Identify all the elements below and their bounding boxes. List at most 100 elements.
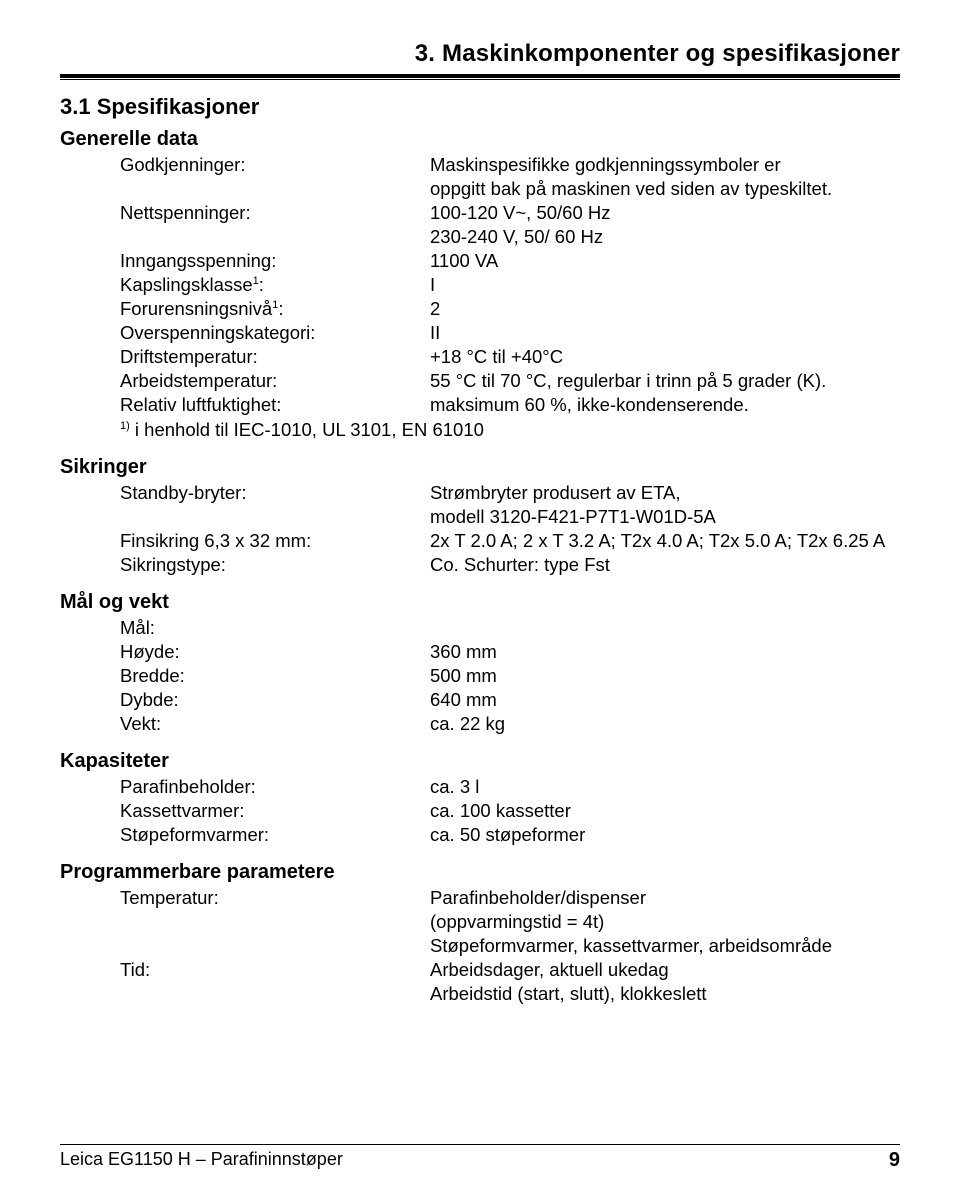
spec-label: Inngangsspenning: bbox=[60, 249, 430, 273]
spec-label bbox=[60, 505, 430, 529]
group-title-capacities: Kapasiteter bbox=[60, 750, 900, 773]
spec-label: Kassettvarmer: bbox=[60, 799, 430, 823]
spec-row: Arbeidstid (start, slutt), klokkeslett bbox=[60, 982, 900, 1006]
group-general: Generelle data Godkjenninger:Maskinspesi… bbox=[60, 128, 900, 442]
spec-label: Sikringstype: bbox=[60, 553, 430, 577]
group-title-dims: Mål og vekt bbox=[60, 591, 900, 614]
section-title: 3.1 Spesifikasjoner bbox=[60, 94, 900, 120]
spec-row: Nettspenninger:100-120 V~, 50/60 Hz bbox=[60, 201, 900, 225]
spec-row: Bredde:500 mm bbox=[60, 664, 900, 688]
spec-row: Kapslingsklasse1:I bbox=[60, 273, 900, 297]
footer-page-number: 9 bbox=[889, 1149, 900, 1172]
spec-row: Godkjenninger:Maskinspesifikke godkjenni… bbox=[60, 153, 900, 177]
spec-row: (oppvarmingstid = 4t) bbox=[60, 910, 900, 934]
spec-row: Parafinbeholder:ca. 3 l bbox=[60, 775, 900, 799]
spec-value: oppgitt bak på maskinen ved siden av typ… bbox=[430, 177, 900, 201]
spec-row: Inngangsspenning:1100 VA bbox=[60, 249, 900, 273]
spec-value: 100-120 V~, 50/60 Hz bbox=[430, 201, 900, 225]
spec-value: maksimum 60 %, ikke-kondenserende. bbox=[430, 393, 900, 417]
spec-value: ca. 50 støpeformer bbox=[430, 823, 900, 847]
group-programmable: Programmerbare parametere Temperatur:Par… bbox=[60, 861, 900, 1006]
spec-value: (oppvarmingstid = 4t) bbox=[430, 910, 900, 934]
spec-row: Forurensningsnivå1:2 bbox=[60, 297, 900, 321]
spec-label: Kapslingsklasse1: bbox=[60, 273, 430, 297]
spec-label bbox=[60, 225, 430, 249]
spec-label: Overspenningskategori: bbox=[60, 321, 430, 345]
spec-value: 360 mm bbox=[430, 640, 900, 664]
rule-thin bbox=[60, 79, 900, 80]
spec-label: Arbeidstemperatur: bbox=[60, 369, 430, 393]
spec-label: Temperatur: bbox=[60, 886, 430, 910]
group-title-general: Generelle data bbox=[60, 128, 900, 151]
spec-row: Mål: bbox=[60, 616, 900, 640]
spec-label: Standby-bryter: bbox=[60, 481, 430, 505]
spec-row: Vekt:ca. 22 kg bbox=[60, 712, 900, 736]
spec-value: Arbeidsdager, aktuell ukedag bbox=[430, 958, 900, 982]
spec-row: Kassettvarmer:ca. 100 kassetter bbox=[60, 799, 900, 823]
spec-value: 55 °C til 70 °C, regulerbar i trinn på 5… bbox=[430, 369, 900, 393]
spec-label: Vekt: bbox=[60, 712, 430, 736]
spec-value: Co. Schurter: type Fst bbox=[430, 553, 900, 577]
spec-value bbox=[430, 616, 900, 640]
footer-left: Leica EG1150 H – Parafininnstøper bbox=[60, 1149, 343, 1172]
spec-value: 500 mm bbox=[430, 664, 900, 688]
spec-value: II bbox=[430, 321, 900, 345]
group-title-programmable: Programmerbare parametere bbox=[60, 861, 900, 884]
spec-value: 1100 VA bbox=[430, 249, 900, 273]
spec-row: Høyde:360 mm bbox=[60, 640, 900, 664]
spec-label: Tid: bbox=[60, 958, 430, 982]
group-title-fuses: Sikringer bbox=[60, 456, 900, 479]
spec-label: Høyde: bbox=[60, 640, 430, 664]
page-footer: Leica EG1150 H – Parafininnstøper 9 bbox=[60, 1144, 900, 1172]
footer-rule bbox=[60, 1144, 900, 1145]
spec-row: Driftstemperatur:+18 °C til +40°C bbox=[60, 345, 900, 369]
spec-row: Dybde:640 mm bbox=[60, 688, 900, 712]
spec-label bbox=[60, 982, 430, 1006]
spec-value: 640 mm bbox=[430, 688, 900, 712]
spec-row: Støpeformvarmer, kassettvarmer, arbeidso… bbox=[60, 934, 900, 958]
spec-value: ca. 22 kg bbox=[430, 712, 900, 736]
group-fuses: Sikringer Standby-bryter:Strømbryter pro… bbox=[60, 456, 900, 577]
spec-row: Overspenningskategori:II bbox=[60, 321, 900, 345]
spec-label: Driftstemperatur: bbox=[60, 345, 430, 369]
spec-value: Arbeidstid (start, slutt), klokkeslett bbox=[430, 982, 900, 1006]
spec-value: ca. 100 kassetter bbox=[430, 799, 900, 823]
spec-label: Finsikring 6,3 x 32 mm: bbox=[60, 529, 430, 553]
spec-value: modell 3120-F421-P7T1-W01D-5A bbox=[430, 505, 900, 529]
spec-value: 230-240 V, 50/ 60 Hz bbox=[430, 225, 900, 249]
spec-row: Relativ luftfuktighet:maksimum 60 %, ikk… bbox=[60, 393, 900, 417]
spec-label: Parafinbeholder: bbox=[60, 775, 430, 799]
spec-row: oppgitt bak på maskinen ved siden av typ… bbox=[60, 177, 900, 201]
chapter-title: 3. Maskinkomponenter og spesifikasjoner bbox=[60, 40, 900, 68]
spec-label bbox=[60, 177, 430, 201]
spec-label bbox=[60, 934, 430, 958]
spec-value: 2x T 2.0 A; 2 x T 3.2 A; T2x 4.0 A; T2x … bbox=[430, 529, 900, 553]
spec-label: Relativ luftfuktighet: bbox=[60, 393, 430, 417]
spec-value: ca. 3 l bbox=[430, 775, 900, 799]
spec-value: Maskinspesifikke godkjenningssymboler er bbox=[430, 153, 900, 177]
spec-label: Støpeformvarmer: bbox=[60, 823, 430, 847]
spec-value: Parafinbeholder/dispenser bbox=[430, 886, 900, 910]
spec-label: Mål: bbox=[60, 616, 430, 640]
spec-label: Godkjenninger: bbox=[60, 153, 430, 177]
spec-row: Støpeformvarmer:ca. 50 støpeformer bbox=[60, 823, 900, 847]
spec-value: 2 bbox=[430, 297, 900, 321]
spec-row: Finsikring 6,3 x 32 mm:2x T 2.0 A; 2 x T… bbox=[60, 529, 900, 553]
spec-value: I bbox=[430, 273, 900, 297]
spec-label: Nettspenninger: bbox=[60, 201, 430, 225]
spec-row: Arbeidstemperatur:55 °C til 70 °C, regul… bbox=[60, 369, 900, 393]
spec-row: Tid:Arbeidsdager, aktuell ukedag bbox=[60, 958, 900, 982]
footnote: 1) i henhold til IEC-1010, UL 3101, EN 6… bbox=[60, 418, 900, 442]
rule-thick bbox=[60, 74, 900, 78]
spec-label: Dybde: bbox=[60, 688, 430, 712]
spec-label bbox=[60, 910, 430, 934]
spec-row: Temperatur:Parafinbeholder/dispenser bbox=[60, 886, 900, 910]
spec-row: modell 3120-F421-P7T1-W01D-5A bbox=[60, 505, 900, 529]
group-capacities: Kapasiteter Parafinbeholder:ca. 3 l Kass… bbox=[60, 750, 900, 847]
spec-value: Støpeformvarmer, kassettvarmer, arbeidso… bbox=[430, 934, 900, 958]
spec-value: Strømbryter produsert av ETA, bbox=[430, 481, 900, 505]
spec-label: Forurensningsnivå1: bbox=[60, 297, 430, 321]
spec-row: Standby-bryter:Strømbryter produsert av … bbox=[60, 481, 900, 505]
group-dims: Mål og vekt Mål: Høyde:360 mm Bredde:500… bbox=[60, 591, 900, 736]
spec-label: Bredde: bbox=[60, 664, 430, 688]
